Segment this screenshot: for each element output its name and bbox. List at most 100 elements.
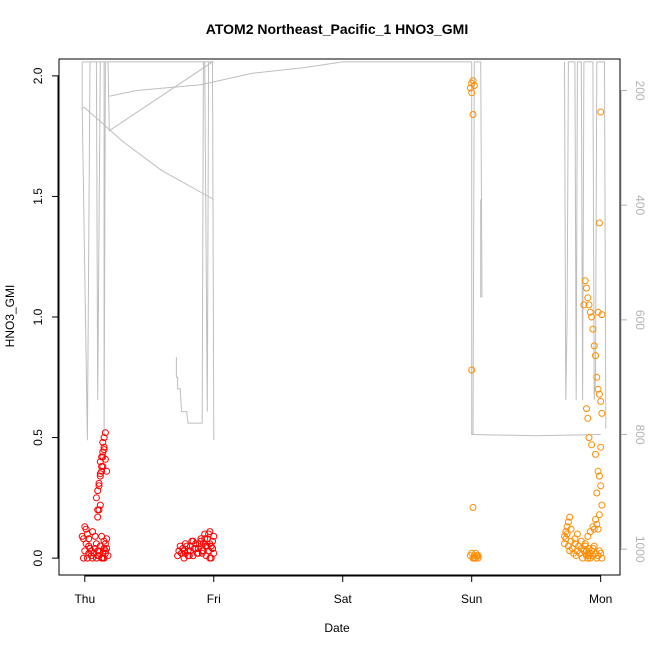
data-point [593, 489, 601, 497]
data-point [206, 554, 214, 562]
data-point [598, 554, 606, 562]
y-axis-label: HNO3_GMI [3, 285, 17, 348]
data-point [597, 482, 605, 490]
pressure-line-segment [175, 61, 215, 441]
chart-title: ATOM2 Northeast_Pacific_1 HNO3_GMI [206, 21, 468, 37]
data-point [96, 470, 104, 478]
pressure-line-segment [471, 434, 601, 437]
data-point [196, 540, 204, 548]
data-point [468, 89, 476, 97]
x-tick-label: Thu [74, 592, 95, 606]
data-point [92, 494, 100, 502]
data-point [597, 549, 605, 557]
data-point [588, 313, 596, 321]
data-point [595, 511, 603, 519]
y-tick-label: 2.0 [31, 67, 45, 84]
data-point [95, 479, 103, 487]
data-point [100, 434, 108, 442]
data-point [96, 472, 104, 480]
data-point [581, 277, 589, 285]
data-point [94, 487, 102, 495]
y2-tick-label: 800 [633, 425, 647, 445]
data-point [95, 482, 103, 490]
data-point [103, 545, 111, 552]
data-point [189, 537, 197, 545]
data-point [99, 554, 107, 562]
y2-tick-label: 600 [633, 310, 647, 330]
data-point [585, 301, 593, 309]
data-point [91, 532, 99, 540]
data-point [103, 467, 111, 475]
data-point [580, 301, 588, 309]
data-point [474, 552, 482, 560]
x-tick-label: Fri [207, 592, 221, 606]
data-point [590, 342, 598, 350]
data-point [597, 397, 605, 405]
y-tick-label: 1.5 [31, 188, 45, 205]
data-point [572, 552, 580, 560]
pressure-line-segment [82, 107, 215, 200]
data-point [94, 506, 102, 514]
data-point [594, 385, 602, 393]
data-point [85, 535, 93, 543]
data-point [595, 219, 603, 227]
data-point [469, 77, 477, 85]
data-point [100, 443, 108, 451]
data-point [562, 528, 570, 536]
data-point [469, 504, 477, 511]
data-point [101, 455, 109, 463]
data-point [598, 409, 606, 417]
pressure-line-segment [109, 61, 472, 97]
x-axis-label: Date [324, 621, 350, 635]
data-point [597, 443, 605, 451]
data-point [101, 429, 109, 437]
pressure-line-segment [564, 61, 607, 429]
data-points-layer [78, 77, 606, 562]
data-point [100, 537, 108, 545]
data-point [585, 434, 593, 442]
data-point [584, 294, 592, 302]
data-point [581, 542, 589, 550]
data-point [595, 472, 603, 480]
data-point [594, 308, 602, 316]
data-point [583, 547, 590, 555]
axes-layer: Thu Fri Sat Sun Mon 0.0 0.5 1.0 1.5 2.0 200 400 600 8… [31, 67, 647, 606]
data-point [581, 540, 589, 548]
data-point [594, 467, 602, 475]
data-point [589, 325, 597, 333]
data-point [201, 535, 209, 543]
plot-frame [58, 58, 621, 576]
data-point [561, 532, 568, 540]
data-point [99, 438, 107, 446]
data-point [209, 537, 216, 545]
data-point [80, 554, 87, 562]
y-tick-label: 0.5 [31, 429, 45, 446]
pressure-line-segment [81, 61, 214, 441]
data-point [584, 554, 592, 562]
y2-tick-label: 400 [633, 195, 647, 215]
data-point [94, 513, 102, 521]
data-point [100, 446, 108, 454]
data-point [593, 373, 601, 381]
data-point [571, 540, 579, 548]
data-point [583, 284, 590, 292]
data-point [592, 516, 599, 523]
data-point [583, 405, 590, 413]
data-point [592, 352, 599, 360]
data-point [586, 308, 594, 316]
data-point [98, 463, 106, 470]
data-point [468, 366, 476, 374]
data-point [598, 501, 606, 509]
pressure-line-segment [480, 199, 482, 298]
data-point [592, 450, 599, 458]
x-tick-label: Mon [589, 592, 612, 606]
data-point [470, 554, 478, 562]
pressure-line-layer [81, 61, 607, 441]
data-point [584, 414, 592, 422]
data-point [209, 545, 216, 552]
data-point [184, 552, 192, 560]
data-point [469, 111, 477, 118]
y-tick-label: 0.0 [31, 549, 45, 566]
x-tick-label: Sun [461, 592, 482, 606]
